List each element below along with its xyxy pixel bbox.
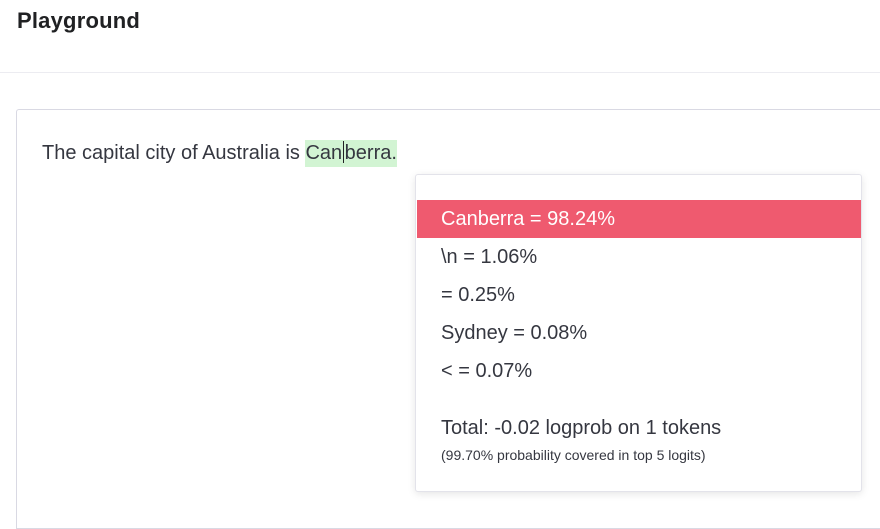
header-bar: Playground: [0, 0, 880, 73]
completion-highlight[interactable]: Can berra.: [305, 140, 397, 167]
completion-text-after-caret: berra.: [344, 142, 397, 164]
completion-text-before-caret: Can: [305, 142, 343, 164]
logit-item-sydney[interactable]: Sydney = 0.08%: [441, 322, 588, 344]
logit-item-space[interactable]: = 0.25%: [441, 284, 515, 306]
page-title: Playground: [17, 8, 141, 33]
prompt-text: The capital city of Australia is: [42, 142, 300, 164]
logit-item-less-than[interactable]: < = 0.07%: [441, 360, 533, 382]
probability-coverage: (99.70% probability covered in top 5 log…: [441, 447, 706, 463]
logit-list: Canberra = 98.24% \n = 1.06% = 0.25% Syd…: [417, 200, 861, 390]
text-caret: [342, 141, 345, 163]
prompt-text-line[interactable]: The capital city of Australia is Can berr…: [42, 138, 397, 168]
total-logprob: Total: -0.02 logprob on 1 tokens: [441, 417, 722, 439]
logprobs-popover: Canberra = 98.24% \n = 1.06% = 0.25% Syd…: [415, 174, 862, 492]
logit-item-canberra[interactable]: Canberra = 98.24%: [417, 200, 861, 238]
logit-item-newline[interactable]: \n = 1.06%: [441, 246, 538, 268]
